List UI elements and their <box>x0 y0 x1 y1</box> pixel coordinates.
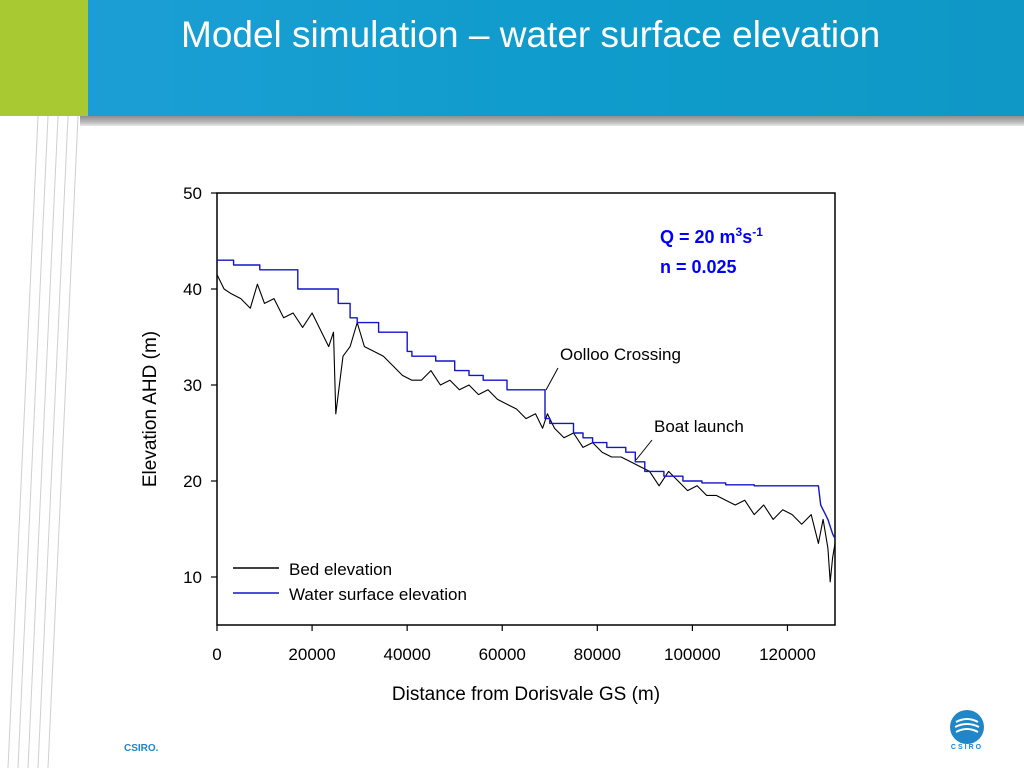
x-tick-label: 80000 <box>574 645 621 664</box>
y-axis-label: Elevation AHD (m) <box>140 331 161 487</box>
csiro-logo-text: CSIRO <box>950 744 984 751</box>
oolloo-crossing-leader <box>545 367 559 391</box>
footer-brand: CSIRO. <box>124 743 159 754</box>
header-accent <box>0 0 88 116</box>
x-tick-label: 20000 <box>288 645 335 664</box>
flow-annotation-prefix: Q = 20 m <box>660 227 736 247</box>
y-tick-label: 40 <box>183 280 202 299</box>
y-tick-label: 50 <box>183 184 202 203</box>
boat-launch-leader <box>635 439 653 461</box>
y-tick-label: 10 <box>183 568 202 587</box>
plot-frame <box>216 192 836 626</box>
boat-launch-label: Boat launch <box>654 417 744 436</box>
header-divider <box>80 116 1024 126</box>
axis-ticks: 0 20000 40000 60000 80000 100000 120000 10 20 30 4… <box>183 184 816 664</box>
legend: Bed elevation Water surface elevation <box>233 560 467 604</box>
decorative-lines <box>7 115 79 768</box>
x-tick-label: 100000 <box>664 645 721 664</box>
legend-bed-label: Bed elevation <box>289 560 392 579</box>
x-axis-label: Distance from Dorisvale GS (m) <box>392 684 660 705</box>
flow-annotation-sup1: 3 <box>736 225 743 239</box>
x-tick-label: 0 <box>212 645 221 664</box>
bed-elevation-line <box>216 274 836 583</box>
header-band <box>0 0 1024 116</box>
y-tick-label: 30 <box>183 376 202 395</box>
water-surface-line <box>217 259 836 539</box>
x-tick-label: 120000 <box>759 645 816 664</box>
x-tick-label: 40000 <box>384 645 431 664</box>
y-tick-label: 20 <box>183 472 202 491</box>
flow-annotation-sup2: -1 <box>752 225 763 239</box>
csiro-logo-icon <box>950 710 984 744</box>
slide-title: Model simulation – water surface elevati… <box>181 14 881 55</box>
flow-annotation: Q = 20 m3s-1 <box>660 225 763 247</box>
roughness-annotation: n = 0.025 <box>660 257 737 277</box>
oolloo-crossing-label: Oolloo Crossing <box>560 345 681 364</box>
x-tick-label: 60000 <box>479 645 526 664</box>
legend-water-label: Water surface elevation <box>289 585 467 604</box>
series-layer <box>216 259 836 583</box>
flow-annotation-mid: s <box>742 227 752 247</box>
